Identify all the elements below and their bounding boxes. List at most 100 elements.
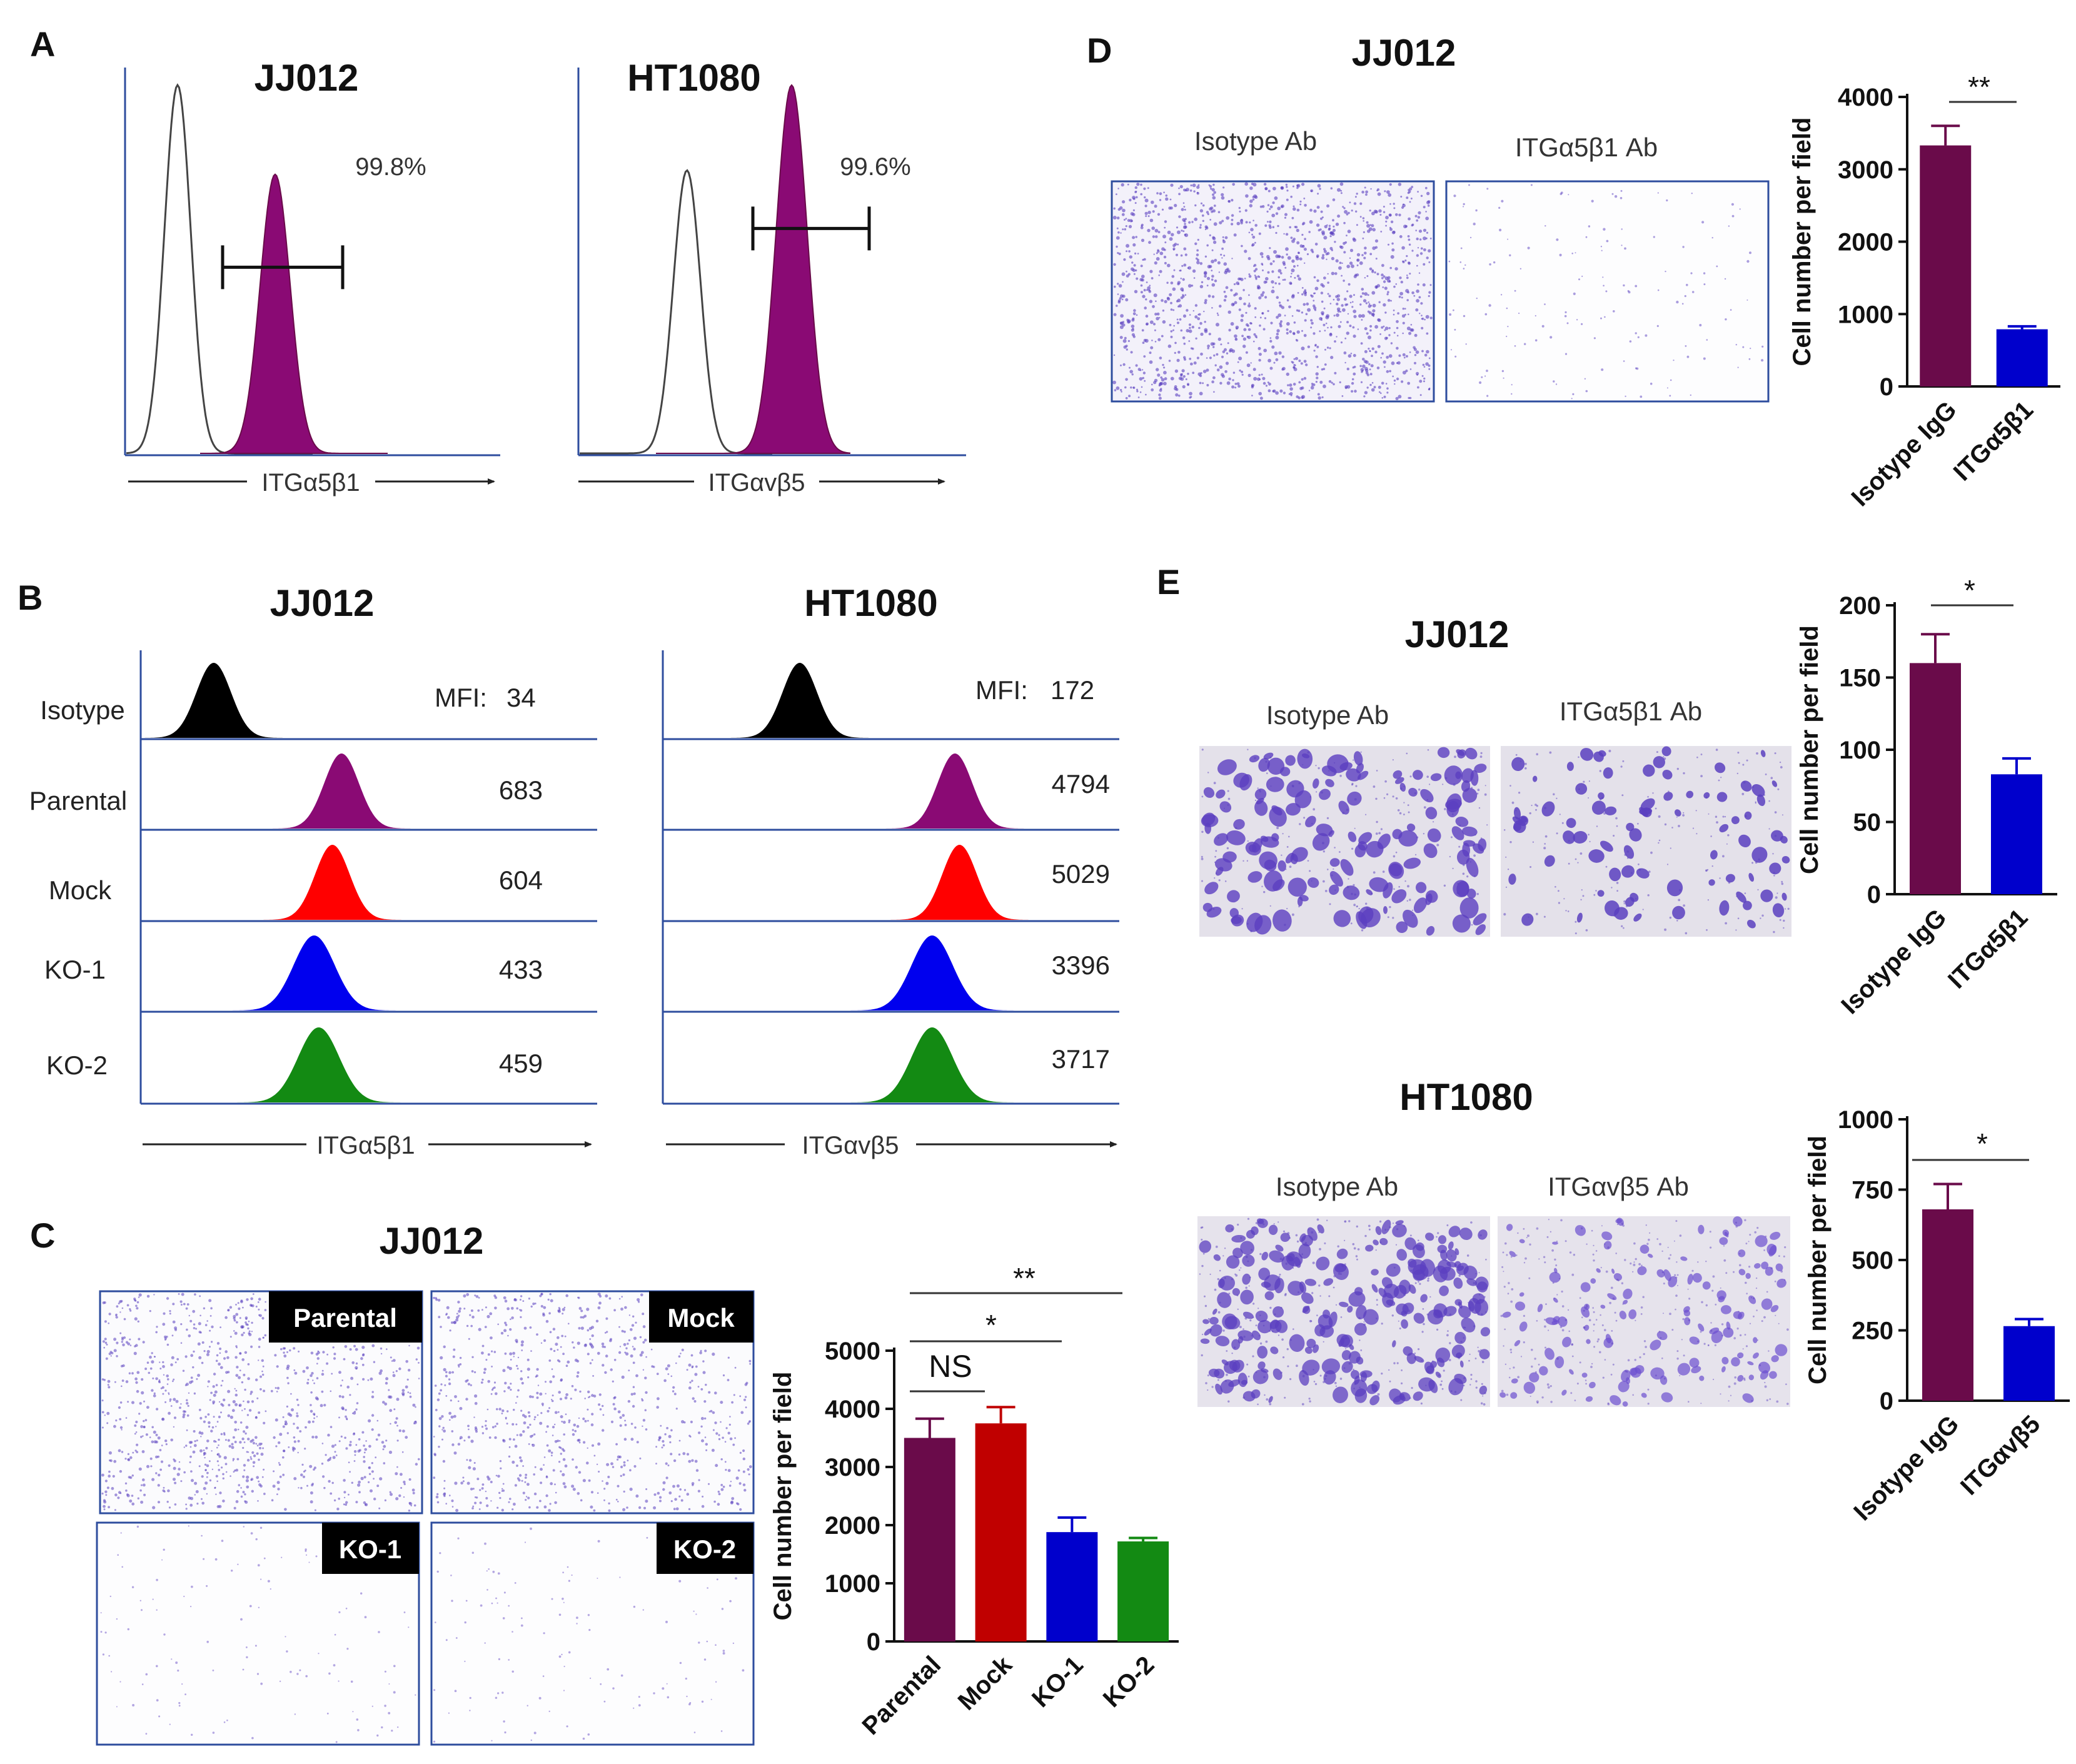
stain-dot [555, 1491, 557, 1494]
stain-dot [100, 1631, 103, 1633]
stain-dot [551, 1454, 553, 1457]
stain-dot [218, 1415, 221, 1419]
stain-dot [1663, 757, 1666, 760]
stain-dot [373, 1361, 376, 1363]
stain-dot [1409, 201, 1411, 203]
stained-cell [1302, 1359, 1320, 1376]
y-tick-label: 3000 [1838, 156, 1893, 184]
stain-dot [1239, 219, 1244, 223]
stain-dot [180, 1304, 183, 1306]
stain-dot [334, 1633, 336, 1636]
stain-dot [1257, 346, 1261, 350]
stain-dot [152, 1506, 156, 1509]
stain-dot [119, 1418, 122, 1421]
stain-dot [1323, 1341, 1324, 1343]
stain-dot [1601, 249, 1603, 251]
stain-dot [1221, 247, 1224, 250]
stain-dot [607, 1476, 610, 1478]
stain-dot [1648, 809, 1650, 811]
stain-dot [1361, 929, 1364, 932]
stain-dot [1148, 241, 1151, 244]
stain-dot [1219, 1269, 1221, 1272]
stain-dot [158, 1379, 161, 1381]
stain-dot [363, 1476, 366, 1479]
stain-dot [1715, 748, 1718, 751]
stain-dot [1151, 200, 1154, 204]
stain-dot [1365, 360, 1369, 364]
stain-dot [469, 1710, 471, 1711]
stain-dot [527, 1483, 530, 1486]
stained-cell [1588, 849, 1605, 863]
stain-dot [597, 1351, 600, 1355]
stain-dot [702, 1495, 704, 1498]
stain-dot [1519, 268, 1522, 270]
stain-dot [1285, 233, 1289, 236]
stain-dot [1351, 306, 1354, 308]
stain-dot [114, 1381, 116, 1383]
stain-dot [548, 1710, 550, 1712]
stain-dot [1207, 347, 1209, 350]
stain-dot [1176, 318, 1179, 321]
stain-dot [163, 1548, 165, 1551]
stained-cell [1423, 843, 1438, 859]
stain-dot [586, 1308, 590, 1311]
stain-dot [1737, 917, 1740, 919]
stained-cell [1242, 1391, 1256, 1402]
stain-dot [729, 1600, 732, 1603]
stained-cell [1240, 1289, 1254, 1305]
stain-dot [1192, 269, 1196, 273]
stain-dot [1202, 219, 1205, 222]
stain-dot [440, 1389, 442, 1392]
stain-dot [1258, 232, 1261, 235]
stain-dot [1277, 1221, 1279, 1223]
stain-dot [401, 1391, 405, 1396]
stain-dot [1301, 346, 1305, 351]
stain-dot [218, 1363, 221, 1366]
stain-dot [562, 1353, 565, 1356]
stain-dot [1344, 209, 1348, 214]
stain-dot [1582, 895, 1585, 897]
stain-dot [1356, 1258, 1358, 1261]
stained-cell [1427, 828, 1441, 842]
stain-dot [1403, 802, 1405, 804]
stain-dot [1457, 882, 1459, 885]
stain-dot [613, 1359, 617, 1361]
stain-dot [573, 1423, 577, 1427]
stain-dot [234, 1393, 238, 1397]
stain-dot [1774, 811, 1777, 814]
stain-dot [1584, 378, 1586, 380]
stain-dot [158, 1715, 161, 1718]
stain-dot [529, 1423, 532, 1426]
stain-dot [1305, 313, 1308, 316]
stain-dot [1149, 320, 1154, 325]
stain-dot [1329, 235, 1332, 238]
micrograph-itga5b1 [1445, 180, 1770, 403]
stain-dot [228, 1444, 231, 1448]
stain-dot [1292, 1328, 1294, 1330]
stain-dot [104, 1631, 107, 1634]
stain-dot [1322, 842, 1324, 845]
stain-dot [259, 1314, 262, 1318]
stain-dot [246, 1656, 248, 1658]
stain-dot [305, 1548, 307, 1551]
stain-dot [1212, 183, 1215, 186]
stain-dot [403, 1483, 406, 1486]
gate-marker [221, 245, 345, 290]
stain-dot [477, 1309, 480, 1312]
stain-dot [571, 1574, 573, 1576]
stain-dot [494, 1425, 496, 1428]
stain-dot [1142, 341, 1145, 344]
stain-dot [1411, 1387, 1413, 1389]
stain-dot [260, 1375, 262, 1378]
stain-dot [136, 1525, 139, 1528]
stained-cell [1392, 1340, 1396, 1348]
stain-dot [1479, 1299, 1481, 1301]
stain-dot [115, 1313, 118, 1316]
stain-dot [1741, 792, 1745, 795]
stain-dot [239, 1352, 242, 1355]
stain-dot [227, 1309, 229, 1312]
stain-dot [138, 1413, 141, 1415]
stain-dot [591, 1394, 594, 1397]
stain-dot [263, 1468, 265, 1471]
stain-dot [670, 1429, 673, 1432]
